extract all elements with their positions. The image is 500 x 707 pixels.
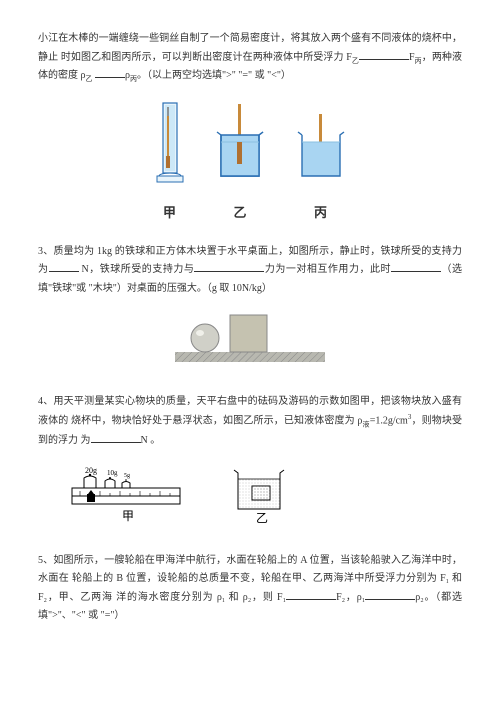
q5-blank2 [365, 589, 415, 600]
q4-l3b: N 。 [141, 435, 161, 446]
label-yi-beaker: 乙 [256, 511, 268, 525]
label-yi: 乙 [213, 201, 267, 225]
q3-l2b: 力为一对相互作用力，此时 [264, 264, 391, 275]
label-jia: 甲 [153, 201, 187, 225]
q3-blank3 [391, 261, 441, 272]
q4-text: 4、用天平测量某实心物块的质量，天平右盘中的砝码及游码的示数如图甲，把该物块放入… [38, 393, 462, 450]
balance-svg: 20g 10g 5g 甲 [70, 464, 185, 526]
fig-jia: 甲 [153, 100, 187, 225]
sphere-block-svg [175, 312, 325, 367]
sub-2: 丙 [415, 57, 422, 65]
beaker-bing-svg [294, 100, 348, 190]
q2-line3b: 。（以上两空均选填">" "=" 或 "<"） [137, 70, 291, 81]
q3-blank2 [194, 261, 264, 272]
q2-line2a: 时如图乙和图丙所示，可以判断出密度计在两种液体中所受浮力 F [61, 52, 352, 63]
q3-text: 3、质量均为 1kg 的铁球和正方体木块置于水平桌面上，如图所示，静止时，铁球所… [38, 243, 462, 299]
q2-text: 小江在木棒的一端缠绕一些铜丝自制了一个简易密度计，将其放入两个盛有不同液体的烧杯… [38, 30, 462, 86]
label-bing: 丙 [294, 201, 348, 225]
q4-l3a: 为 [81, 435, 91, 446]
sub-liq: 液 [362, 421, 369, 429]
label-jia-bal: 甲 [122, 509, 134, 523]
weight-10g: 10g [107, 469, 118, 477]
q4-l2a: 烧杯中，物块恰好处于悬浮状态，如图乙所示，已知液体密度为 ρ [71, 416, 362, 427]
q4-blank1 [91, 432, 141, 443]
weight-20g: 20g [85, 466, 97, 475]
q2-blank1 [359, 49, 409, 60]
q3-blank1 [49, 261, 79, 272]
fig-beaker-float: 乙 [230, 464, 290, 534]
beaker-float-svg: 乙 [230, 464, 290, 526]
q5-l3a: 洋的海水密度分别为 ρ₁ 和 ρ₂，则 F₁ [116, 592, 286, 603]
q2-figure-row: 甲 乙 丙 [38, 100, 462, 225]
weight-5g: 5g [124, 473, 130, 479]
q3-l3: "木块"）对桌面的压强大。（g 取 10N/kg） [89, 283, 272, 294]
q3-l2a: N，铁球所受的支持力与 [82, 264, 195, 275]
sub-3: 乙 [86, 75, 93, 83]
fig-yi: 乙 [213, 100, 267, 225]
sub-4: 丙 [130, 75, 137, 83]
q4-figure-row: 20g 10g 5g 甲 [38, 464, 462, 534]
q3-figure [38, 312, 462, 375]
q5-blank1 [286, 589, 336, 600]
q4-l2b: =1.2g/cm [370, 416, 408, 427]
q5-text: 5、如图所示，一艘轮船在甲海洋中航行，水面在轮船上的 A 位置，当该轮船驶入乙海… [38, 552, 462, 626]
beaker-yi-svg [213, 100, 267, 190]
q5-l3b: F₂，ρ₁ [336, 592, 365, 603]
fig-bing: 丙 [294, 100, 348, 225]
q2-blank2 [95, 67, 125, 78]
sub-1: 乙 [352, 57, 359, 65]
densimeter-svg [153, 100, 187, 190]
fig-balance: 20g 10g 5g 甲 [70, 464, 185, 534]
